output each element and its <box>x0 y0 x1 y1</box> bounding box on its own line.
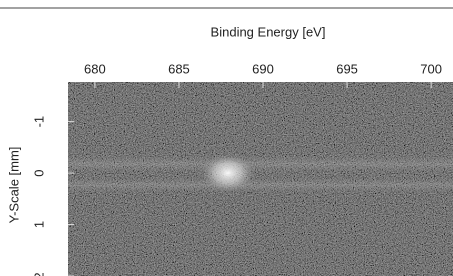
y-axis-title: Y-Scale [mm] <box>6 147 21 224</box>
x-tick-label: 695 <box>336 61 358 76</box>
y-tick-label: 1 <box>31 221 46 228</box>
chart: Binding Energy [eV] Y-Scale [mm] 680 685 6… <box>0 0 453 276</box>
signal-spot <box>200 153 256 193</box>
x-axis-title: Binding Energy [eV] <box>211 24 326 39</box>
x-tick-label: 680 <box>84 61 106 76</box>
y-tick-label: 0 <box>31 169 46 176</box>
y-tick-label: 2 <box>31 272 46 276</box>
signal-band <box>68 156 453 172</box>
signal-band <box>68 178 453 192</box>
x-tick-label: 685 <box>168 61 190 76</box>
page: Binding Energy [eV] Y-Scale [mm] 680 685 6… <box>0 0 453 276</box>
x-tick-label: 690 <box>252 61 274 76</box>
x-tick-label: 700 <box>420 61 442 76</box>
y-tick-label: -1 <box>31 116 46 128</box>
